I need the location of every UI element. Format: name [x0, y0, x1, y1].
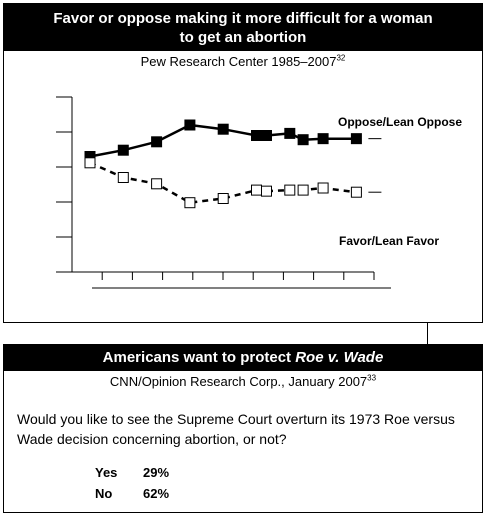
data-point-favor: [317, 182, 329, 194]
data-point-oppose: [117, 144, 129, 156]
result-row-yes: Yes 29%: [95, 462, 169, 483]
data-point-oppose: [251, 130, 262, 141]
data-point-favor: [251, 184, 262, 196]
data-point-favor: [84, 157, 96, 169]
series-label-favor: Favor/Lean Favor: [339, 234, 439, 248]
poll-source-text: CNN/Opinion Research Corp., January 2007: [109, 374, 368, 389]
data-point-favor: [350, 186, 362, 198]
connector-line: [427, 323, 428, 344]
data-point-oppose: [184, 119, 196, 131]
chart-source: Pew Research Center 1985–200732: [4, 54, 482, 69]
data-point-oppose: [284, 127, 296, 139]
series-label-oppose: Oppose/Lean Oppose: [338, 115, 462, 129]
data-point-oppose: [217, 123, 229, 135]
poll-source-ref: 33: [367, 373, 377, 383]
data-point-oppose: [297, 134, 309, 146]
chart-title-line2: to get an abortion: [179, 29, 307, 46]
data-point-favor: [117, 172, 129, 183]
poll-source: CNN/Opinion Research Corp., January 2007…: [4, 374, 482, 389]
poll-title-italic: Roe v. Wade: [295, 349, 384, 366]
data-point-favor: [151, 178, 163, 190]
result-value-yes: 29%: [143, 465, 170, 480]
poll-panel: Americans want to protect Roe v. Wade CN…: [3, 344, 483, 513]
poll-results: Yes 29% No 62%: [95, 462, 169, 504]
chart-header: Favor or oppose making it more difficult…: [4, 4, 482, 51]
data-point-oppose: [350, 133, 362, 145]
data-point-favor: [297, 184, 309, 196]
result-row-no: No 62%: [95, 483, 169, 504]
poll-header: Americans want to protect Roe v. Wade: [4, 345, 482, 371]
result-label-no: No: [95, 486, 113, 501]
data-point-favor: [184, 197, 196, 209]
chart-title-line1: Favor or oppose making it more difficult…: [53, 10, 433, 27]
data-point-oppose: [260, 130, 272, 141]
data-point-oppose: [317, 133, 329, 145]
chart-source-text: Pew Research Center 1985–2007: [140, 54, 337, 69]
data-point-favor: [260, 185, 272, 197]
result-value-no: 62%: [143, 486, 170, 501]
poll-title-prefix: Americans want to protect: [102, 349, 296, 366]
data-point-oppose: [151, 136, 163, 148]
data-point-favor: [284, 184, 296, 196]
poll-question: Would you like to see the Supreme Court …: [17, 411, 455, 447]
chart-panel: Favor or oppose making it more difficult…: [3, 3, 483, 323]
chart-source-ref: 32: [336, 53, 346, 63]
result-label-yes: Yes: [95, 465, 118, 480]
data-point-favor: [217, 193, 229, 204]
